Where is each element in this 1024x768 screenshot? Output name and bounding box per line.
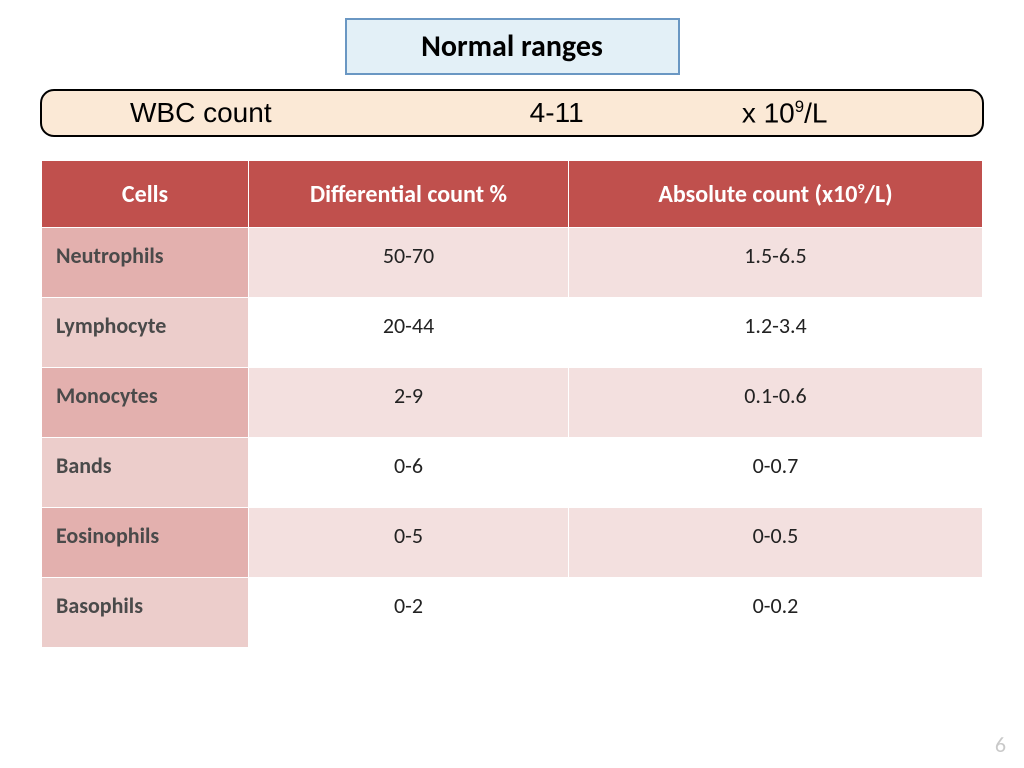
cell-diff: 2-9	[249, 368, 569, 438]
table-row: Monocytes2-90.1-0.6	[42, 368, 983, 438]
col-header-abs: Absolute count (x109/L)	[568, 161, 982, 228]
page-number: 6	[995, 731, 1006, 758]
cell-abs: 0-0.2	[568, 578, 982, 648]
table-row: Lymphocyte20-441.2-3.4	[42, 298, 983, 368]
cell-name: Bands	[42, 438, 249, 508]
col-header-diff: Differential count %	[249, 161, 569, 228]
table-row: Bands0-60-0.7	[42, 438, 983, 508]
slide: Normal ranges WBC count 4-11 x 109/L Cel…	[0, 0, 1024, 768]
cell-name: Eosinophils	[42, 508, 249, 578]
cell-abs: 1.2-3.4	[568, 298, 982, 368]
cell-diff: 0-2	[249, 578, 569, 648]
cell-abs: 1.5-6.5	[568, 228, 982, 298]
table-row: Basophils0-20-0.2	[42, 578, 983, 648]
wbc-unit-prefix: x 10	[742, 97, 795, 128]
cell-name: Lymphocyte	[42, 298, 249, 368]
cell-abs: 0-0.5	[568, 508, 982, 578]
cell-name: Basophils	[42, 578, 249, 648]
cell-name: Monocytes	[42, 368, 249, 438]
page-title: Normal ranges	[345, 18, 680, 75]
col-abs-prefix: Absolute count (x10	[658, 180, 857, 209]
wbc-label: WBC count	[70, 97, 530, 129]
cell-abs: 0.1-0.6	[568, 368, 982, 438]
wbc-range: 4-11	[530, 97, 742, 129]
col-abs-suffix: /L)	[865, 180, 893, 209]
table: Cells Differential count % Absolute coun…	[41, 160, 983, 648]
wbc-unit-sup: 9	[795, 97, 804, 116]
cell-diff: 50-70	[249, 228, 569, 298]
ranges-table: Cells Differential count % Absolute coun…	[40, 159, 984, 649]
wbc-count-bar: WBC count 4-11 x 109/L	[40, 89, 984, 137]
table-body: Neutrophils50-701.5-6.5Lymphocyte20-441.…	[42, 228, 983, 648]
wbc-unit-suffix: /L	[804, 97, 827, 128]
cell-diff: 0-5	[249, 508, 569, 578]
table-row: Neutrophils50-701.5-6.5	[42, 228, 983, 298]
wbc-unit: x 109/L	[742, 97, 954, 129]
cell-diff: 0-6	[249, 438, 569, 508]
col-header-cells: Cells	[42, 161, 249, 228]
cell-abs: 0-0.7	[568, 438, 982, 508]
table-row: Eosinophils0-50-0.5	[42, 508, 983, 578]
table-header-row: Cells Differential count % Absolute coun…	[42, 161, 983, 228]
col-abs-sup: 9	[857, 179, 864, 197]
cell-name: Neutrophils	[42, 228, 249, 298]
cell-diff: 20-44	[249, 298, 569, 368]
